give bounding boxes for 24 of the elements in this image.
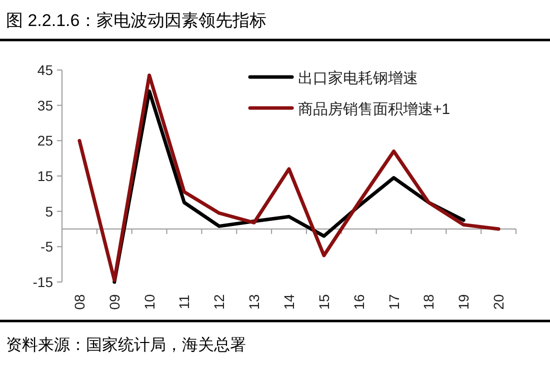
text: 资料来源：国家统计局，海关总署 [6,336,246,354]
x-tick-label: 09 [106,294,122,310]
y-tick-label: 45 [37,62,54,78]
x-tick-label: 16 [350,294,367,310]
x-tick-label: 14 [281,294,297,310]
x-tick-label: 12 [211,294,228,310]
x-tick-label: 15 [316,294,332,310]
x-tick-label: 10 [141,294,158,310]
legend-label: 商品房销售面积增速+1 [298,101,450,118]
chart-title: 图 2.2.1.6：家电波动因素领先指标 [6,11,267,30]
y-tick-label: 25 [37,132,54,149]
y-tick-label: 35 [37,97,54,114]
x-tick-label: 13 [246,294,262,310]
x-tick-label: 11 [176,294,192,310]
x-tick-label: 19 [456,294,472,310]
x-tick-label: 08 [71,294,88,310]
x-tick-label: 17 [386,294,402,310]
y-tick-label: 15 [37,168,54,184]
y-tick-label: -5 [40,238,54,255]
y-tick-label: 5 [45,203,54,220]
y-tick-label: -15 [32,274,54,290]
legend-label: 出口家电耗钢增速 [298,70,418,87]
x-tick-label: 20 [490,294,507,310]
x-tick-label: 18 [420,294,437,310]
